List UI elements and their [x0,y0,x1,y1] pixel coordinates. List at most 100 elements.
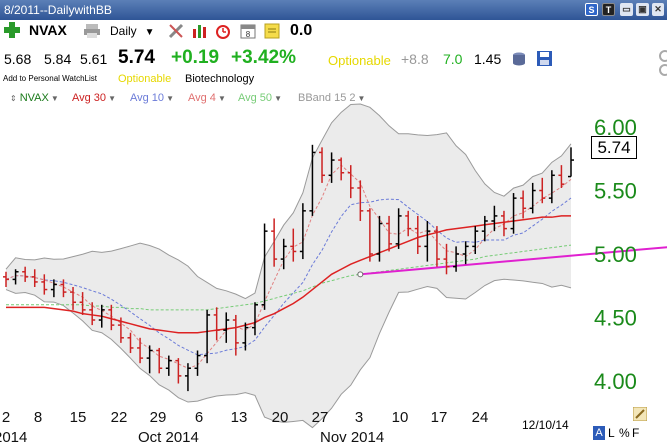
ohlc-bar [290,228,297,262]
ohlc-bar [472,226,479,254]
x-month-label: Oct 2014 [138,429,199,446]
chevron-down-icon: ▼ [166,94,174,103]
legend-symbol[interactable]: ⇕ NVAX ▼ [8,92,59,104]
ohlc-bar [299,203,306,260]
minimize-icon[interactable]: ▭ [620,3,633,16]
ohlc-bar [60,279,67,298]
avg30-line [6,215,571,334]
ohlc-bar [500,210,507,237]
ohlc-bar [22,266,29,282]
note-icon[interactable] [264,23,280,44]
ohlc-bar [50,279,57,298]
chart-date: 12/10/14 [522,418,569,432]
add-symbol-icon[interactable] [4,22,20,38]
legend-label: NVAX [19,92,49,104]
calendar-icon[interactable]: 8 [240,23,256,44]
ohlc-bar [175,358,182,384]
footer-button-percent[interactable]: % [619,426,630,440]
legend-avg50[interactable]: Avg 50 ▼ [238,92,282,104]
axes: 6.005.505.004.504.002 8 15 22 29 6 13 20 27 3 10 17… [0,115,637,446]
ohlc-bar [31,269,38,288]
watchlist-link[interactable]: Add to Personal WatchList [3,74,97,83]
x-tick-label: 24 [472,409,489,426]
x-tick-label: 22 [111,409,128,426]
ohlc-bar [127,332,134,354]
avg50-line [6,244,572,311]
quote-bar: 5.68 5.84 5.61 5.74 +0.19 +3.42% Optiona… [0,46,667,72]
legend-avg10[interactable]: Avg 10 ▼ [130,92,174,104]
chevron-down-icon: ▼ [50,94,59,103]
alarm-clock-icon[interactable] [215,23,231,44]
tools-icon[interactable] [168,23,184,44]
x-tick-label: 10 [392,409,409,426]
last-price-box: 5.74 [591,136,637,159]
ohlc-bar [79,292,86,315]
settings-gear-icon[interactable] [653,50,667,83]
period-selector[interactable]: Daily ▼ [110,24,155,38]
ohlc-bar [520,190,527,219]
price-change: +0.19 [171,47,220,68]
legend-label: BBand 15 2 [298,92,356,104]
ohlc-bar [70,287,77,310]
window-titlebar: 8/2011--DailywithBB S T ▭ ▣ ✕ [0,0,667,20]
legend-grip-icon: ⇕ [10,94,17,103]
chevron-down-icon: ▼ [217,94,226,103]
optionable-indicator: Optionable [328,53,391,68]
ohlc-bar [261,223,268,310]
indicators-icon[interactable] [192,23,208,44]
print-icon[interactable] [84,24,100,43]
ohlc-bar [433,226,440,267]
trendline-anchor [357,271,364,278]
moving-averages [5,164,667,369]
ohlc-bar [213,307,220,341]
x-tick-label: 29 [150,409,167,426]
save-icon[interactable] [537,51,552,71]
ohlc-bar [376,215,383,262]
bollinger-lower [5,278,572,429]
restore-icon[interactable]: ▣ [636,3,649,16]
legend-bband[interactable]: BBand 15 2 ▼ [298,92,365,104]
y-tick-label: 4.50 [594,305,637,330]
svg-text:8: 8 [246,30,251,39]
x-tick-label: 27 [312,409,329,426]
avg10-line [5,197,572,356]
x-tick-label: 15 [70,409,87,426]
ohlc-bar [165,355,172,376]
legend-avg4[interactable]: Avg 4 ▼ [188,92,226,104]
y-tick-label: 5.00 [594,242,637,267]
last-price: 5.74 [118,47,155,68]
ohlc-bar [529,182,536,214]
chart-toolbar: NVAX Daily ▼ 8 0.0 [0,20,667,46]
chevron-down-icon: ▼ [144,27,155,38]
legend-label: Avg 4 [188,92,216,104]
footer-button-f[interactable]: F [632,426,640,440]
x-tick-label: 13 [231,409,248,426]
trendline [360,246,667,276]
y-tick-label: 4.00 [594,369,637,394]
ohlc-bar [194,350,201,376]
window-title: 8/2011--DailywithBB [4,3,112,17]
ohlc-bar [223,312,230,343]
period-label: Daily [110,24,137,38]
footer-button-a[interactable]: A [593,426,605,440]
extra-stat-3: 1.45 [474,51,502,67]
ohlc-bar [117,317,124,343]
ohlc-bar [347,165,354,199]
bollinger-fill [6,103,571,428]
edit-pencil-icon[interactable] [632,406,648,426]
close-icon[interactable]: ✕ [652,3,664,16]
chevron-down-icon: ▼ [274,94,282,103]
symbol-label[interactable]: NVAX [29,22,67,38]
ohlc-bar [41,274,48,295]
footer-button-l[interactable]: L [608,426,615,440]
x-tick-label: 17 [431,409,448,426]
ohlc-bar [137,337,144,364]
t-badge-icon[interactable]: T [602,3,615,16]
period-value: 0.0 [290,22,313,39]
x-month-label: 2014 [0,429,27,446]
database-icon[interactable] [512,52,526,71]
s-badge-icon[interactable]: S [585,3,598,16]
ohlc-bar [12,269,19,285]
ohlc-bar [280,238,287,270]
legend-avg30[interactable]: Avg 30 ▼ [72,92,116,104]
